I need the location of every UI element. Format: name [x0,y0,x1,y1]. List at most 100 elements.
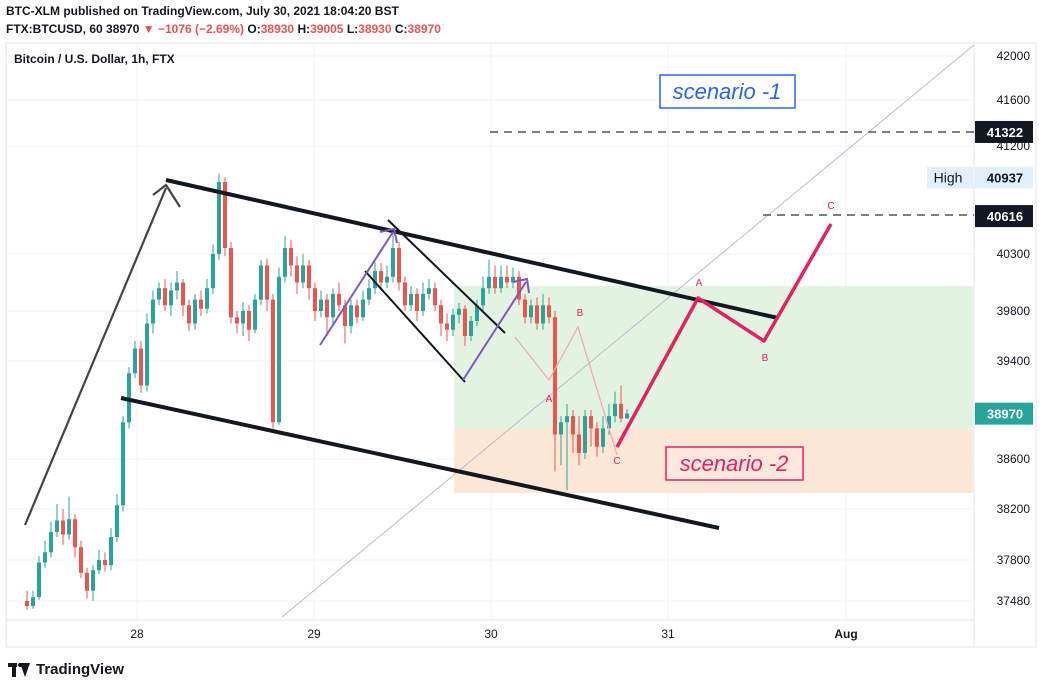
candle-body [583,416,587,453]
candle-body [259,265,263,300]
candle-body [91,570,95,591]
candle-body [523,299,527,318]
purple-arrow-1-head [379,227,398,244]
candle-body [391,248,395,277]
candle-body [289,248,293,266]
candle-body [187,305,191,324]
time-axis[interactable]: 28 29 30 31 Aug [130,627,857,641]
candle-body [607,416,611,429]
change-value: ▼ −1076 (−2.69%) [142,22,245,36]
candle-body [181,282,185,306]
candle-body [49,531,53,553]
channel-lower-line [120,396,720,530]
publish-info: BTC-XLM published on TradingView.com, Ju… [6,4,399,18]
tradingview-brand: TradingView [36,661,125,678]
flag-upper-line [387,219,506,334]
candle-body [361,299,365,318]
big-wave-label-b: B [762,353,769,364]
candle-body [535,305,539,324]
purple-arrow-2-head [512,277,530,294]
candle-body [307,265,311,289]
price-label-value: 40937 [987,171,1023,186]
tradingview-footer[interactable]: TradingView [8,661,124,678]
candle-body [625,413,629,419]
price-tick-label: 40300 [997,247,1031,261]
candle-body [139,348,143,386]
candle-body [271,299,275,423]
candle-body [337,293,341,306]
high-value: 39005 [310,22,344,36]
candle-body [151,299,155,324]
candle-body [595,428,599,447]
candle-body [553,317,557,435]
price-tick-label: 42000 [997,49,1031,63]
candle-body [421,293,425,311]
candle-body [445,323,449,330]
candle-body [379,271,383,283]
candle-body [265,265,269,300]
flag-lower-line [364,270,466,383]
candle-body [229,248,233,318]
candle-body [565,416,569,423]
candle-body [385,276,389,283]
time-tick-label: 31 [661,627,675,641]
candle-body [313,288,317,311]
time-tick-label: 29 [307,627,321,641]
candle-body [487,276,491,289]
candle-body [463,308,467,336]
candle-body [529,305,533,318]
candle-body [157,288,161,300]
price-label-bg [975,120,1033,143]
price-label-bg [975,205,1033,228]
price-tick-label: 39800 [997,304,1031,318]
candle-body [493,276,497,289]
candle-body [481,288,485,306]
candle-body [571,416,575,435]
purple-arrow-1-line [319,231,394,346]
pane-title: Bitcoin / U.S. Dollar, 1h, FTX [14,52,175,66]
candle-body [415,293,419,311]
scenario1-box [659,74,796,109]
candle-body [235,317,239,324]
candle-body [283,248,287,277]
candle-body [619,403,623,419]
candle-body [559,422,563,435]
candle-body [349,305,353,326]
price-label-value: 38970 [987,407,1023,422]
candle-body [85,572,89,591]
candle-body [403,282,407,306]
price-axis[interactable]: 4200041600412004030039800394003860038200… [997,49,1031,608]
candle-body [517,276,521,300]
candle-body [295,265,299,283]
candle-body [61,520,65,535]
time-tick-label: Aug [834,627,857,641]
price-tick-label: 41600 [997,93,1031,107]
scenario1-label: scenario -1 [673,79,782,104]
scenario2-box [665,446,804,481]
candle-body [499,276,503,289]
candles-group [25,173,629,610]
candle-body [475,305,479,321]
low-value: 38930 [358,22,392,36]
candle-body [199,299,203,309]
price-tick-label: 39400 [997,354,1031,368]
channel-upper-line [165,178,779,320]
candle-body [409,293,413,306]
candle-body [169,290,173,306]
projected-abc-wave [615,223,833,448]
close-value: 38970 [407,22,441,36]
candle-body [79,547,83,573]
candle-body [511,276,515,283]
candle-body [97,560,101,571]
candle-body [469,321,473,336]
price-tick-label: 37800 [997,553,1031,567]
candle-body [397,248,401,283]
candle-body [175,282,179,291]
candle-body [145,323,149,386]
candle-body [37,562,41,598]
candle-body [355,305,359,318]
candle-body [451,314,455,330]
high-label: H: [297,22,311,36]
chart-pane-border [5,42,1037,648]
